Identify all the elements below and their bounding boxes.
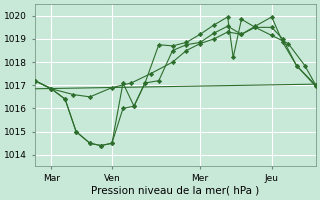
X-axis label: Pression niveau de la mer( hPa ): Pression niveau de la mer( hPa ) [91, 186, 260, 196]
